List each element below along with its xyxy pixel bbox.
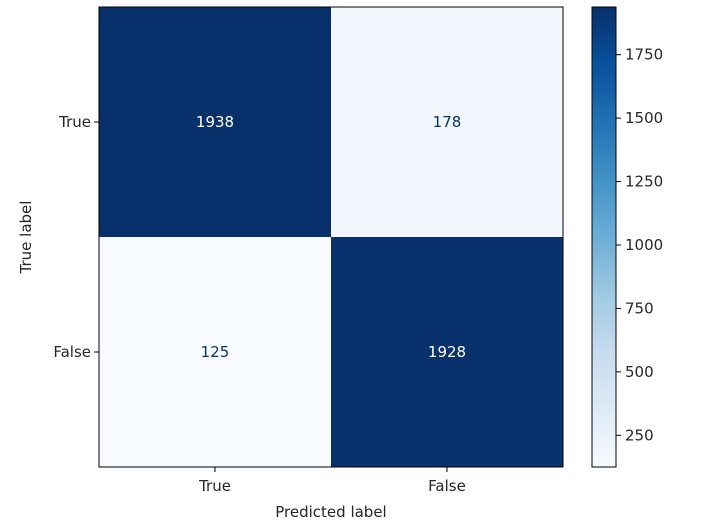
colorbar: [591, 6, 617, 468]
x-axis-ticks: True False: [198, 467, 466, 495]
x-tick-label: False: [428, 477, 466, 495]
heatmap-cell: [99, 7, 331, 237]
heatmap-cells: 1938 178 125 1928: [99, 7, 563, 467]
colorbar-tick-label: 1750: [625, 46, 663, 64]
plot-frame: [98, 6, 564, 468]
colorbar-tick-label: 1500: [625, 109, 663, 127]
colorbar-tick-label: 500: [625, 363, 654, 381]
heatmap-cell: [331, 7, 563, 237]
cell-value-label: 178: [433, 113, 462, 131]
heatmap-cell: [331, 237, 563, 467]
x-tick-label: True: [198, 477, 231, 495]
colorbar-tick-label: 250: [625, 426, 654, 444]
colorbar-tick-label: 1000: [625, 236, 663, 254]
y-axis-label: True label: [17, 201, 35, 275]
cell-value-label: 125: [201, 343, 230, 361]
cell-value-label: 1928: [428, 343, 466, 361]
y-tick-label: False: [53, 343, 91, 361]
y-tick-label: True: [58, 113, 91, 131]
colorbar-tick-label: 1250: [625, 173, 663, 191]
x-axis-label: Predicted label: [275, 503, 386, 521]
cell-value-label: 1938: [196, 113, 234, 131]
y-axis-ticks: True False: [53, 113, 99, 361]
colorbar-tick-label: 750: [625, 299, 654, 317]
colorbar-ticks: 250 500 750 1000 1250 1500 1750: [616, 46, 663, 444]
heatmap-cell: [99, 237, 331, 467]
